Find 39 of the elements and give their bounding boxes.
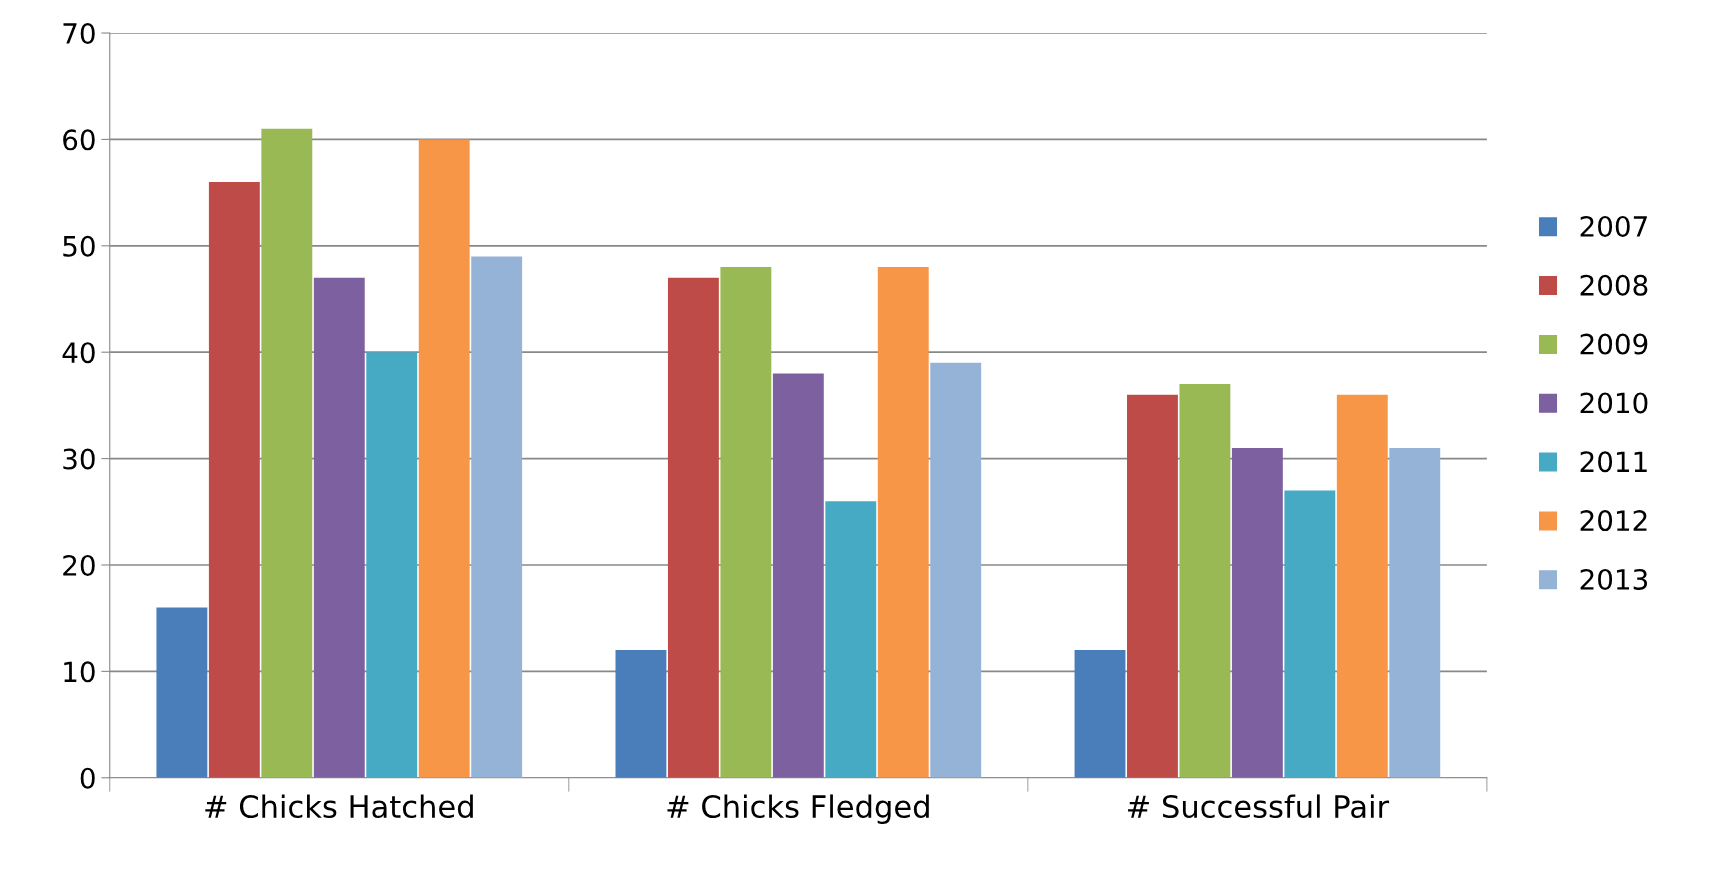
y-tick-label: 50 bbox=[63, 235, 95, 257]
bar bbox=[1336, 394, 1388, 778]
y-tick-label: 40 bbox=[62, 342, 95, 364]
legend-label: 2012 bbox=[1580, 510, 1647, 532]
bar bbox=[825, 501, 877, 778]
x-tick-label: # Successful Pair bbox=[1128, 794, 1390, 819]
bar bbox=[930, 362, 982, 778]
y-tick-label: 10 bbox=[64, 661, 95, 683]
bar bbox=[261, 128, 313, 778]
legend-label: 2007 bbox=[1580, 215, 1647, 237]
y-tick-label: 70 bbox=[63, 22, 95, 44]
bar bbox=[772, 373, 824, 778]
bar bbox=[667, 277, 719, 778]
bar bbox=[615, 650, 667, 778]
legend-label: 2008 bbox=[1580, 274, 1648, 296]
legend-label: 2009 bbox=[1580, 333, 1648, 355]
x-tick-label: # Chicks Fledged bbox=[667, 794, 929, 824]
bar bbox=[313, 277, 365, 778]
bar bbox=[877, 267, 929, 778]
x-tick-label: # Chicks Hatched bbox=[205, 794, 473, 819]
legend-label: 2013 bbox=[1580, 568, 1648, 590]
bar bbox=[1231, 447, 1283, 778]
bar bbox=[418, 139, 470, 778]
bar bbox=[720, 267, 772, 778]
bar bbox=[208, 181, 260, 778]
bar bbox=[1127, 394, 1178, 778]
bar bbox=[471, 256, 523, 778]
bar bbox=[1179, 384, 1231, 778]
bar bbox=[1284, 490, 1336, 778]
y-tick-label: 0 bbox=[80, 767, 95, 789]
y-tick-label: 20 bbox=[63, 554, 95, 576]
y-tick-label: 30 bbox=[63, 448, 95, 470]
legend-label: 2011 bbox=[1580, 451, 1647, 473]
bar bbox=[1074, 650, 1126, 778]
y-tick-label: 60 bbox=[63, 129, 95, 151]
bar bbox=[156, 607, 208, 778]
bar bbox=[1389, 447, 1441, 778]
legend-label: 2010 bbox=[1580, 392, 1648, 414]
bar bbox=[366, 352, 418, 778]
